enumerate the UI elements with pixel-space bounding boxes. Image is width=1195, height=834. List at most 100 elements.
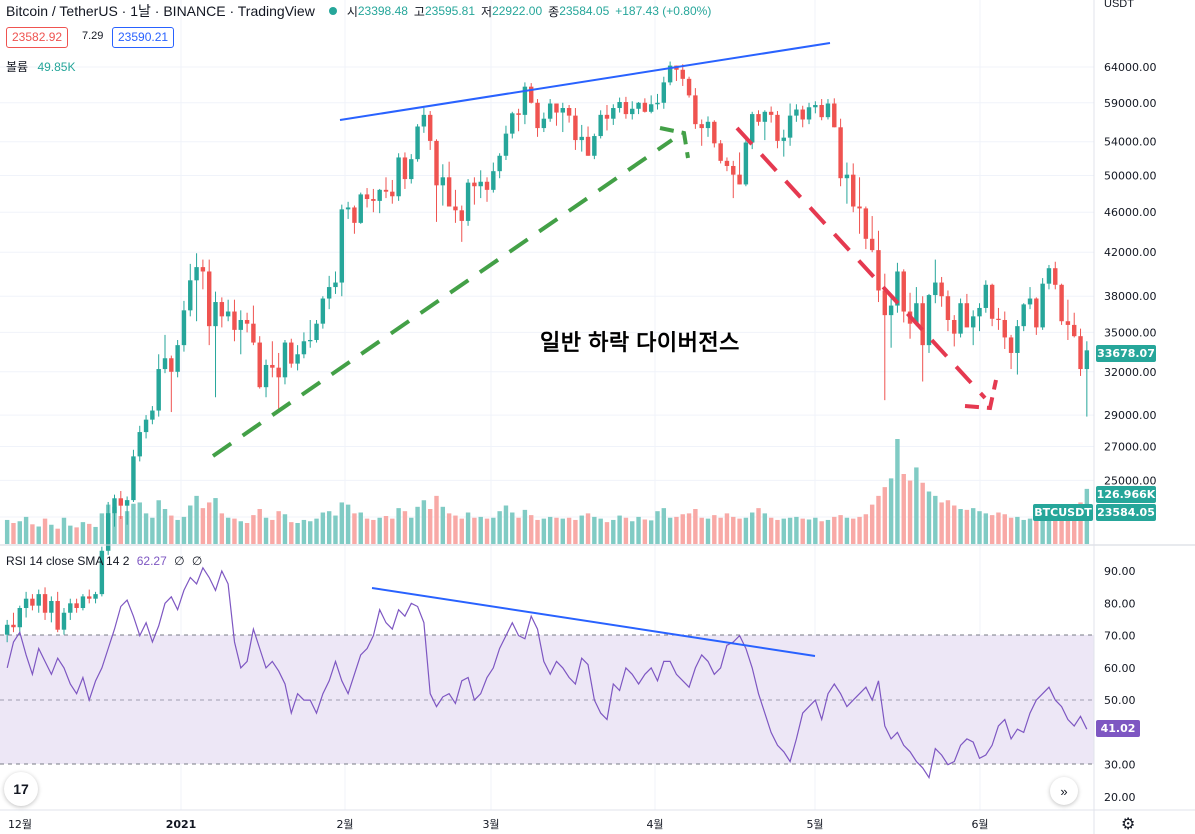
volume-bar (806, 519, 812, 544)
gear-icon[interactable]: ⚙ (1121, 816, 1136, 833)
candle-body (996, 318, 1001, 320)
rsi-marker-text: 41.02 (1101, 722, 1136, 735)
candle-body (989, 284, 995, 319)
volume-bar (977, 511, 982, 544)
candle-body (238, 319, 243, 330)
volume-bar (775, 519, 780, 544)
volume-label: 볼륨 (6, 60, 29, 74)
candle-body (756, 114, 761, 122)
volume-bar (497, 511, 502, 544)
candle-body (371, 199, 376, 201)
volume-bar (749, 512, 755, 544)
volume-bar (838, 515, 843, 544)
volume-bar (270, 519, 275, 544)
price-tick-label: 32000.00 (1104, 366, 1157, 379)
price-marker-text: 33678.07 (1097, 347, 1155, 360)
volume-bar (1046, 515, 1052, 544)
candle-body (74, 603, 79, 609)
volume-bar (566, 517, 572, 544)
candle-body (724, 160, 730, 166)
candle-body (737, 174, 742, 185)
rsi-tick-label: 50.00 (1104, 694, 1136, 707)
volume-bar (118, 516, 124, 544)
volume-bar (251, 515, 256, 544)
candle-body (775, 114, 780, 141)
candle-body (1015, 326, 1020, 353)
volume-bar (731, 516, 736, 544)
volume-bar (819, 521, 824, 544)
red-dashed-trendline (735, 126, 987, 400)
volume-bar (232, 518, 237, 544)
candle-body (409, 159, 414, 180)
volume-bar (813, 517, 818, 544)
symbol-legend[interactable]: Bitcoin / TetherUS · 1날 · BINANCE · Trad… (6, 1, 711, 21)
volume-value: 49.85K (37, 60, 76, 74)
price-tick-label: 54000.00 (1104, 136, 1157, 149)
scroll-to-realtime-button[interactable]: » (1050, 777, 1078, 805)
candle-body (933, 282, 938, 296)
volume-bar (1034, 513, 1039, 544)
candlesticks (4, 61, 1090, 643)
red-arrow-head (964, 379, 998, 411)
candle-body (1046, 268, 1052, 284)
candle-body (964, 303, 970, 328)
volume-marker: 126.966K (1096, 486, 1156, 503)
candle-body (522, 86, 528, 115)
volume-bar (869, 504, 875, 544)
candle-body (800, 109, 805, 120)
market-status-icon (328, 7, 337, 15)
candle-body (68, 603, 73, 613)
candle-body (93, 594, 98, 599)
volume-bar (333, 515, 338, 544)
volume-bar (345, 504, 351, 544)
divergence-annotation[interactable]: 일반 하락 다이버전스 (540, 330, 740, 355)
volume-bar (1021, 519, 1026, 544)
currency-selector[interactable]: USDT (1104, 0, 1134, 10)
volume-legend[interactable]: 볼륨 49.85K (6, 58, 75, 75)
candle-body (1002, 319, 1007, 338)
candle-body (554, 103, 559, 113)
ask-price-button[interactable]: 23590.21 (112, 27, 175, 48)
symbol-title[interactable]: Bitcoin / TetherUS · 1날 · BINANCE · Trad… (6, 3, 315, 19)
volume-bar (434, 495, 439, 544)
candle-body (213, 302, 218, 327)
tradingview-logo[interactable]: 17 (4, 772, 38, 806)
volume-bar (535, 519, 540, 544)
volume-bar (857, 516, 862, 544)
price-resistance-trendline (339, 42, 831, 121)
open-value: 23398.48 (357, 4, 408, 18)
candle-body (686, 78, 692, 96)
volume-bar (611, 519, 616, 544)
candle-body (131, 456, 136, 501)
candle-body (175, 345, 180, 372)
volume-bar (800, 518, 805, 544)
candle-body (333, 282, 338, 288)
volume-bar (295, 523, 300, 544)
time-tick-label: 12월 (8, 818, 32, 831)
candle-body (1059, 284, 1064, 322)
volume-bar (491, 517, 496, 544)
volume-bar (162, 509, 168, 544)
volume-bar (781, 518, 786, 544)
candle-body (939, 282, 944, 297)
green-dashed-trendline (211, 138, 674, 458)
volume-bar (213, 498, 218, 544)
volume-bar (314, 518, 319, 544)
volume-bar (939, 502, 944, 544)
volume-bar (282, 514, 288, 544)
price-tick-label: 42000.00 (1104, 246, 1157, 259)
volume-bar (832, 516, 837, 544)
candle-body (345, 207, 351, 210)
bid-price-button[interactable]: 23582.92 (6, 27, 69, 48)
candle-body (270, 364, 275, 368)
candle-body (661, 82, 667, 103)
time-tick-label: 6월 (971, 818, 988, 831)
candle-body (718, 143, 723, 161)
volume-bar (99, 513, 105, 544)
candle-body (289, 342, 294, 364)
candle-body (320, 298, 326, 324)
candle-body (712, 121, 717, 144)
rsi-legend[interactable]: RSI 14 close SMA 14 2 62.27 ∅ ∅ (6, 554, 202, 568)
